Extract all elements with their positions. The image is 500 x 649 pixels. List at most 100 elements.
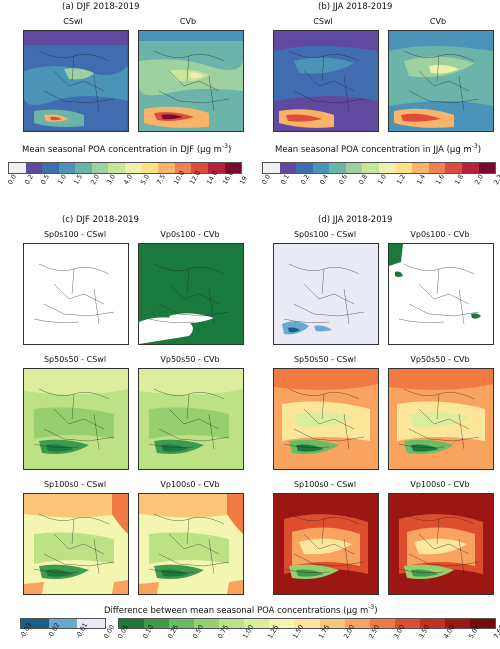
colorbar-swatch bbox=[119, 619, 145, 628]
colorbar-tick-label: 1.0 bbox=[376, 173, 389, 186]
colorbar-swatch bbox=[91, 163, 109, 173]
colorbar-tick-label: 0.4 bbox=[318, 173, 331, 186]
diff-title-p100s0-cvb-jja: Vp100s0 - CVb bbox=[410, 480, 470, 489]
map-cvb-djf bbox=[138, 30, 244, 132]
colorbar-tick-label: 5.0 bbox=[138, 173, 151, 186]
header-c: (c) DJF 2018-2019 bbox=[62, 215, 139, 225]
colorbar-swatch bbox=[419, 619, 445, 628]
colorbar-tick-label: 1.6 bbox=[434, 173, 447, 186]
colorbar-tick-label: 0.1 bbox=[279, 173, 292, 186]
colorbar-tick-label: 2.0 bbox=[88, 173, 101, 186]
colorbar-tick-label: 0.2 bbox=[298, 173, 311, 186]
header-a: (a) DJF 2018-2019 bbox=[62, 2, 140, 12]
colorbar-swatch bbox=[461, 163, 479, 173]
map-cswl-jja bbox=[273, 30, 379, 132]
colorbar-swatch bbox=[75, 163, 92, 173]
colorbar-swatch bbox=[379, 163, 396, 173]
diff-map-p50s50-cswl-jja bbox=[273, 368, 379, 470]
diff-title-p50s50-cswl-djf: Sp50s50 - CSwl bbox=[43, 355, 107, 364]
diff-title-p50s50-cvb-djf: Vp50s50 - CVb bbox=[160, 355, 220, 364]
colorbar-swatch bbox=[191, 163, 208, 173]
diff-map-p0s100-cvb-djf bbox=[138, 243, 244, 345]
colorbar-diff-negative bbox=[20, 618, 106, 629]
colorbar-swatch bbox=[428, 163, 446, 173]
colorbar-swatch bbox=[329, 163, 346, 173]
colorbar-swatch bbox=[445, 163, 462, 173]
diff-map-p100s0-cswl-jja bbox=[273, 493, 379, 595]
diff-title-p0s100-cvb-djf: Vp0s100 - CVb bbox=[160, 230, 220, 239]
cbar-diff-label: Difference between mean seasonal POA con… bbox=[104, 604, 378, 616]
colorbar-tick-label: 0.0 bbox=[6, 173, 19, 186]
header-d: (d) JJA 2018-2019 bbox=[318, 215, 393, 225]
colorbar-swatch bbox=[444, 619, 470, 628]
colorbar-tick-label: 0.0 bbox=[260, 173, 273, 186]
diff-title-p0s100-cswl-djf: Sp0s100 - CSwl bbox=[43, 230, 107, 239]
cbar-jja-label: Mean seasonal POA concentration in JJA (… bbox=[275, 143, 482, 155]
colorbar-swatch bbox=[395, 163, 413, 173]
title-cvb-jja: CVb bbox=[429, 17, 447, 26]
diff-title-p0s100-cvb-jja: Vp0s100 - CVb bbox=[410, 230, 470, 239]
colorbar-swatch bbox=[394, 619, 420, 628]
colorbar-tick-label: 1.2 bbox=[395, 173, 408, 186]
colorbar-swatch bbox=[345, 163, 363, 173]
colorbar-tick-label: 0.6 bbox=[337, 173, 350, 186]
diff-map-p100s0-cvb-djf bbox=[138, 493, 244, 595]
title-cswl-djf: CSwl bbox=[63, 17, 83, 26]
colorbar-swatch bbox=[169, 619, 195, 628]
colorbar-swatch bbox=[224, 163, 242, 173]
colorbar-swatch bbox=[125, 163, 142, 173]
colorbar-swatch bbox=[9, 163, 26, 173]
map-cswl-djf bbox=[23, 30, 129, 132]
colorbar-swatch bbox=[344, 619, 370, 628]
colorbar-tick-label: 0.5 bbox=[39, 173, 52, 186]
colorbar-jja bbox=[262, 162, 496, 174]
colorbar-tick-label: 3.0 bbox=[105, 173, 118, 186]
colorbar-swatch bbox=[77, 619, 105, 628]
colorbar-swatch bbox=[279, 163, 297, 173]
colorbar-swatch bbox=[158, 163, 175, 173]
colorbar-tick-label: 0.8 bbox=[356, 173, 369, 186]
colorbar-swatch bbox=[263, 163, 280, 173]
colorbar-tick-label: 1.0 bbox=[55, 173, 68, 186]
colorbar-swatch bbox=[58, 163, 76, 173]
colorbar-swatch bbox=[25, 163, 43, 173]
title-cswl-jja: CSwl bbox=[313, 17, 333, 26]
diff-map-p100s0-cvb-jja bbox=[388, 493, 494, 595]
diff-map-p50s50-cswl-djf bbox=[23, 368, 129, 470]
title-cvb-djf: CVb bbox=[179, 17, 197, 26]
diff-title-p0s100-cswl-jja: Sp0s100 - CSwl bbox=[293, 230, 357, 239]
colorbar-swatch bbox=[469, 619, 495, 628]
colorbar-swatch bbox=[244, 619, 270, 628]
colorbar-swatch bbox=[141, 163, 159, 173]
colorbar-swatch bbox=[362, 163, 380, 173]
colorbar-djf-ticks: 0.0 0.2 0.5 1.0 1.5 2.0 3.0 4.0 5.0 7.5 10.0 12.0 14… bbox=[6, 169, 249, 196]
diff-map-p50s50-cvb-djf bbox=[138, 368, 244, 470]
diff-map-p100s0-cswl-djf bbox=[23, 493, 129, 595]
colorbar-swatch bbox=[269, 619, 295, 628]
colorbar-swatch bbox=[49, 619, 77, 628]
colorbar-tick-label: 2.0 bbox=[472, 173, 485, 186]
cbar-djf-label: Mean seasonal POA concentration in DJF (… bbox=[22, 143, 232, 155]
colorbar-swatch bbox=[294, 619, 320, 628]
colorbar-tick-label: 4.0 bbox=[122, 173, 135, 186]
diff-title-p100s0-cswl-djf: Sp100s0 - CSwl bbox=[43, 480, 107, 489]
map-cvb-jja bbox=[388, 30, 494, 132]
colorbar-diff-negative-ticks: -0.03 -0.02 -0.01 0.00 bbox=[18, 621, 116, 646]
colorbar-swatch bbox=[174, 163, 192, 173]
colorbar-jja-ticks: 0.0 0.1 0.2 0.4 0.6 0.8 1.0 1.2 1.4 1.6 1.8 2.0 2.2 bbox=[260, 173, 500, 196]
colorbar-swatch bbox=[108, 163, 126, 173]
colorbar-swatch bbox=[207, 163, 225, 173]
header-b: (b) JJA 2018-2019 bbox=[318, 2, 393, 12]
colorbar-swatch bbox=[412, 163, 429, 173]
diff-title-p100s0-cswl-jja: Sp100s0 - CSwl bbox=[293, 480, 357, 489]
diff-map-p0s100-cvb-jja bbox=[388, 243, 494, 345]
colorbar-tick-label: 0.2 bbox=[22, 173, 35, 186]
colorbar-tick-label: 7.5 bbox=[155, 173, 168, 186]
colorbar-diff-positive-ticks: 0.05 0.10 0.25 0.50 0.75 1.00 1.25 1.50 1.75 2.00… bbox=[116, 623, 500, 646]
colorbar-tick-label: 2.2 bbox=[492, 173, 500, 186]
diff-map-p50s50-cvb-jja bbox=[388, 368, 494, 470]
colorbar-swatch bbox=[478, 163, 496, 173]
colorbar-swatch bbox=[219, 619, 245, 628]
colorbar-tick-label: 1.5 bbox=[72, 173, 85, 186]
colorbar-swatch bbox=[369, 619, 395, 628]
